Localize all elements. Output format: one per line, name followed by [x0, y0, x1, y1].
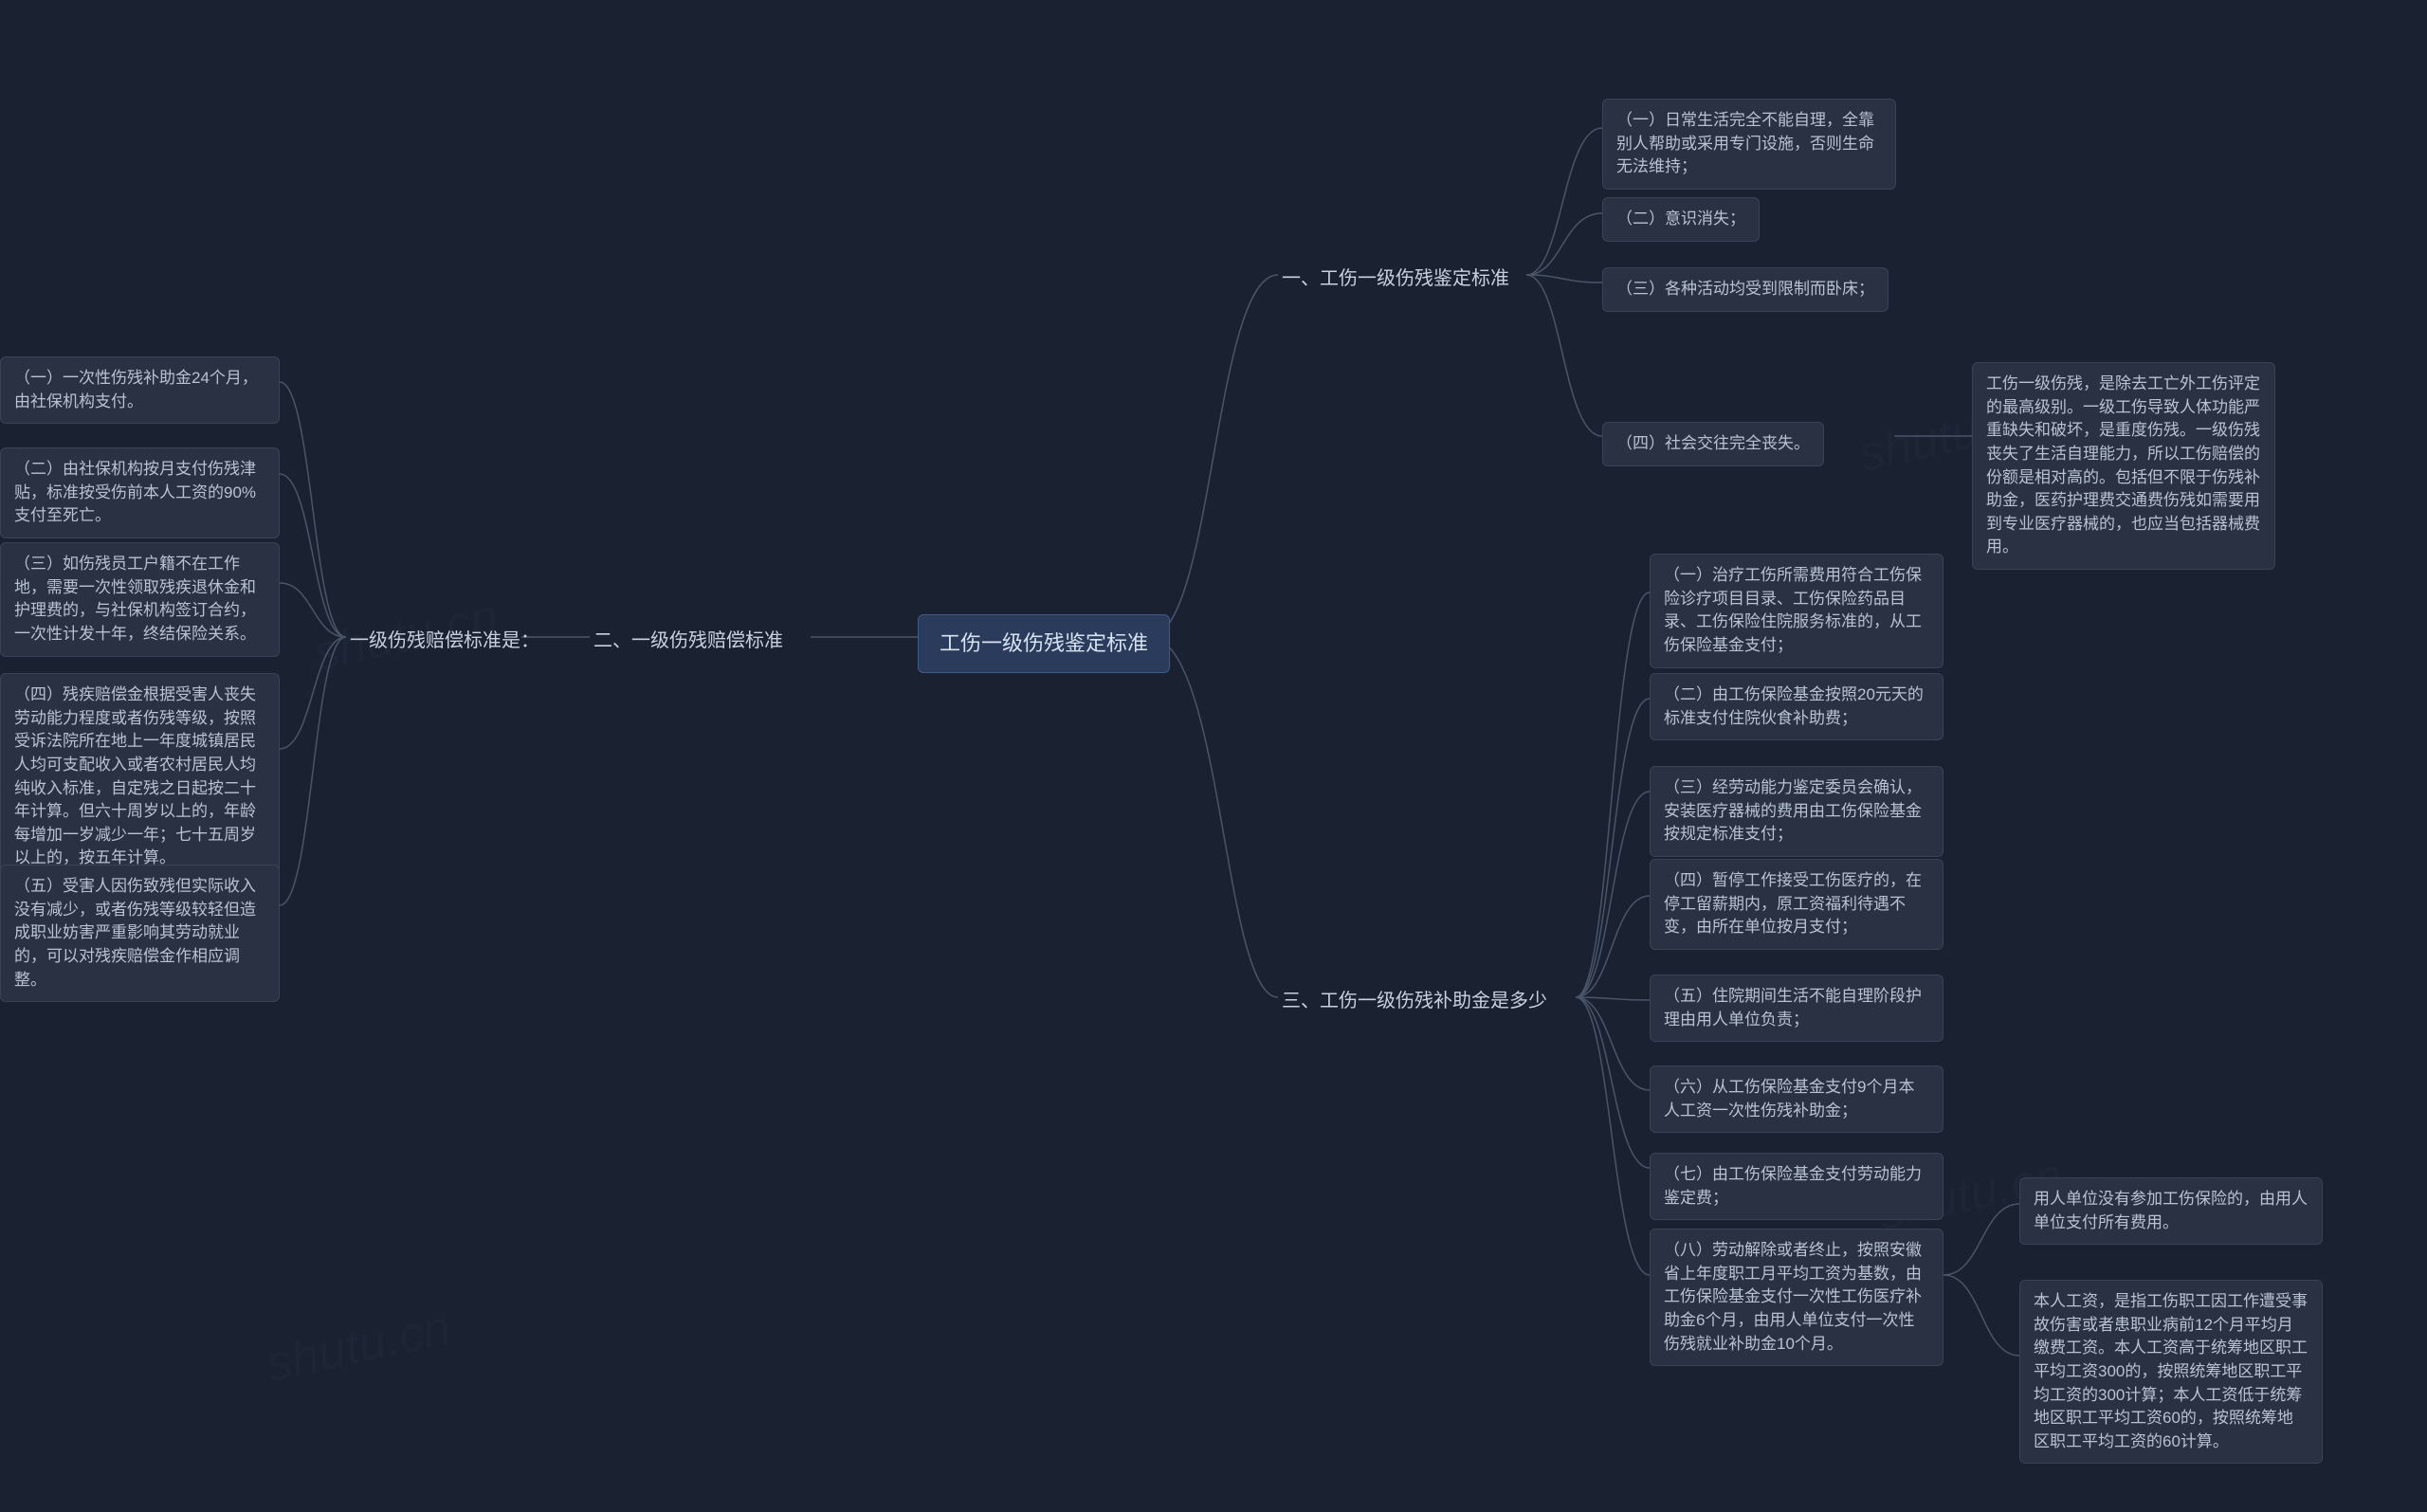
branch-label: 三、工伤一级伤残补助金是多少 — [1282, 988, 1547, 1015]
branch-section2[interactable]: 二、一级伤残赔偿标准 — [590, 622, 787, 661]
leaf-text: （一）治疗工伤所需费用符合工伤保险诊疗项目目录、工伤保险药品目录、工伤保险住院服… — [1664, 564, 1929, 658]
leaf-s2-c2[interactable]: （二）由社保机构按月支付伤残津贴，标准按受伤前本人工资的90%支付至死亡。 — [0, 447, 280, 538]
leaf-s2-c5[interactable]: （五）受害人因伤致残但实际收入没有减少，或者伤残等级较轻但造成职业妨害严重影响其… — [0, 865, 280, 1002]
leaf-text: （一）日常生活完全不能自理，全靠别人帮助或采用专门设施，否则生命无法维持； — [1616, 109, 1882, 179]
leaf-s1-c2[interactable]: （二）意识消失； — [1602, 197, 1760, 242]
watermark: shutu.cn — [262, 1299, 456, 1394]
leaf-text: （六）从工伤保险基金支付9个月本人工资一次性伤残补助金； — [1664, 1076, 1929, 1122]
leaf-s2-c1[interactable]: （一）一次性伤残补助金24个月，由社保机构支付。 — [0, 356, 280, 424]
branch-section3[interactable]: 三、工伤一级伤残补助金是多少 — [1278, 982, 1551, 1021]
leaf-text: （一）一次性伤残补助金24个月，由社保机构支付。 — [14, 367, 265, 413]
leaf-text: （二）意识消失； — [1616, 208, 1745, 231]
branch-label: 一级伤残赔偿标准是： — [350, 628, 539, 655]
leaf-s3-c8-d2[interactable]: 本人工资，是指工伤职工因工作遭受事故伤害或者患职业病前12个月平均月缴费工资。本… — [2019, 1280, 2323, 1464]
root-label: 工伤一级伤残鉴定标准 — [940, 628, 1148, 659]
leaf-text: 用人单位没有参加工伤保险的，由用人单位支付所有费用。 — [2034, 1188, 2308, 1234]
leaf-text: 工伤一级伤残，是除去工亡外工伤评定的最高级别。一级工伤导致人体功能严重缺失和破坏… — [1986, 373, 2261, 559]
leaf-text: （三）各种活动均受到限制而卧床； — [1616, 278, 1874, 301]
leaf-text: （五）受害人因伤致残但实际收入没有减少，或者伤残等级较轻但造成职业妨害严重影响其… — [14, 875, 265, 992]
leaf-s3-c6[interactable]: （六）从工伤保险基金支付9个月本人工资一次性伤残补助金； — [1650, 1066, 1943, 1133]
branch-section2-sub[interactable]: 一级伤残赔偿标准是： — [346, 622, 543, 661]
leaf-s3-c8[interactable]: （八）劳动解除或者终止，按照安徽省上年度职工月平均工资为基数，由工伤保险基金支付… — [1650, 1229, 1943, 1366]
mindmap-canvas: shutu.cn shutu.cn shutu.cn shutu.cn — [0, 0, 2427, 1512]
leaf-text: （三）经劳动能力鉴定委员会确认，安装医疗器械的费用由工伤保险基金按规定标准支付； — [1664, 776, 1929, 847]
root-node[interactable]: 工伤一级伤残鉴定标准 — [918, 614, 1170, 673]
leaf-s3-c8-d1[interactable]: 用人单位没有参加工伤保险的，由用人单位支付所有费用。 — [2019, 1177, 2323, 1245]
leaf-s1-c1[interactable]: （一）日常生活完全不能自理，全靠别人帮助或采用专门设施，否则生命无法维持； — [1602, 99, 1896, 190]
leaf-s3-c3[interactable]: （三）经劳动能力鉴定委员会确认，安装医疗器械的费用由工伤保险基金按规定标准支付； — [1650, 766, 1943, 857]
leaf-s3-c4[interactable]: （四）暂停工作接受工伤医疗的，在停工留薪期内，原工资福利待遇不变，由所在单位按月… — [1650, 859, 1943, 950]
leaf-text: （四）残疾赔偿金根据受害人丧失劳动能力程度或者伤残等级，按照受诉法院所在地上一年… — [14, 683, 265, 870]
leaf-s3-c1[interactable]: （一）治疗工伤所需费用符合工伤保险诊疗项目目录、工伤保险药品目录、工伤保险住院服… — [1650, 554, 1943, 668]
leaf-text: （四）社会交往完全丧失。 — [1616, 432, 1810, 456]
branch-section1[interactable]: 一、工伤一级伤残鉴定标准 — [1278, 260, 1513, 299]
leaf-text: （七）由工伤保险基金支付劳动能力鉴定费； — [1664, 1163, 1929, 1210]
leaf-text: （五）住院期间生活不能自理阶段护理由用人单位负责； — [1664, 985, 1929, 1031]
branch-label: 二、一级伤残赔偿标准 — [593, 628, 783, 655]
leaf-text: （四）暂停工作接受工伤医疗的，在停工留薪期内，原工资福利待遇不变，由所在单位按月… — [1664, 869, 1929, 939]
leaf-text: （二）由工伤保险基金按照20元天的标准支付住院伙食补助费； — [1664, 683, 1929, 730]
leaf-s1-c4-detail[interactable]: 工伤一级伤残，是除去工亡外工伤评定的最高级别。一级工伤导致人体功能严重缺失和破坏… — [1972, 362, 2275, 570]
leaf-s2-c4[interactable]: （四）残疾赔偿金根据受害人丧失劳动能力程度或者伤残等级，按照受诉法院所在地上一年… — [0, 673, 280, 881]
leaf-text: 本人工资，是指工伤职工因工作遭受事故伤害或者患职业病前12个月平均月缴费工资。本… — [2034, 1290, 2308, 1453]
leaf-s1-c3[interactable]: （三）各种活动均受到限制而卧床； — [1602, 267, 1889, 312]
branch-label: 一、工伤一级伤残鉴定标准 — [1282, 265, 1509, 293]
leaf-s2-c3[interactable]: （三）如伤残员工户籍不在工作地，需要一次性领取残疾退休金和护理费的，与社保机构签… — [0, 542, 280, 657]
leaf-text: （三）如伤残员工户籍不在工作地，需要一次性领取残疾退休金和护理费的，与社保机构签… — [14, 553, 265, 647]
leaf-s1-c4[interactable]: （四）社会交往完全丧失。 — [1602, 422, 1824, 466]
leaf-text: （八）劳动解除或者终止，按照安徽省上年度职工月平均工资为基数，由工伤保险基金支付… — [1664, 1239, 1929, 1356]
leaf-s3-c7[interactable]: （七）由工伤保险基金支付劳动能力鉴定费； — [1650, 1153, 1943, 1220]
leaf-s3-c2[interactable]: （二）由工伤保险基金按照20元天的标准支付住院伙食补助费； — [1650, 673, 1943, 740]
leaf-s3-c5[interactable]: （五）住院期间生活不能自理阶段护理由用人单位负责； — [1650, 975, 1943, 1042]
leaf-text: （二）由社保机构按月支付伤残津贴，标准按受伤前本人工资的90%支付至死亡。 — [14, 458, 265, 528]
